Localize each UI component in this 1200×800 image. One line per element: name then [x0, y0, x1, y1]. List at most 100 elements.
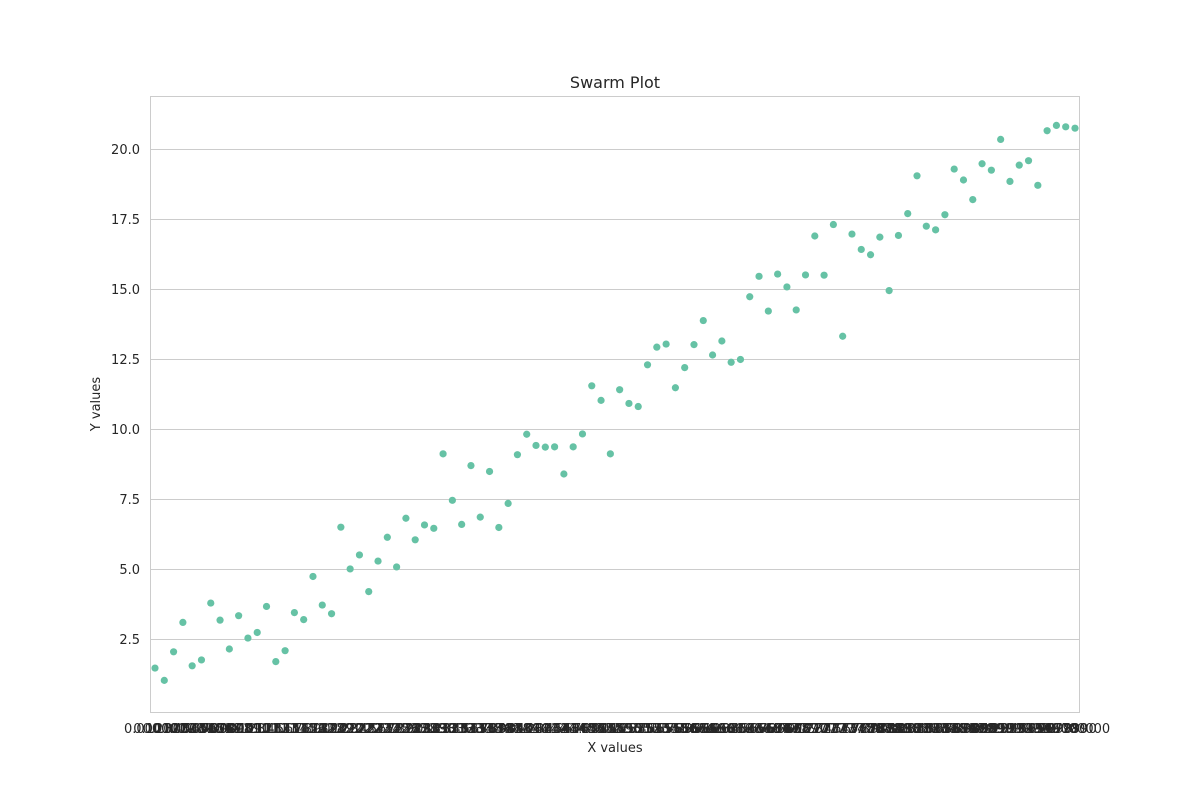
x-tick-label: 3.434343: [440, 722, 502, 737]
data-point: [792, 306, 800, 314]
data-point: [764, 307, 772, 315]
x-tick-label: 6.969697: [765, 722, 827, 737]
data-point: [318, 601, 326, 609]
x-tick-label: 4.949495: [579, 722, 641, 737]
data-point: [523, 430, 531, 438]
x-tick-label: 4.545455: [542, 722, 604, 737]
data-point: [876, 233, 884, 241]
x-tick-label: 6.868687: [756, 722, 818, 737]
x-tick-label: 1.515152: [263, 722, 325, 737]
data-point: [355, 551, 364, 559]
x-tick-label: 0.808081: [198, 722, 260, 737]
x-tick-label: 9.797980: [1025, 722, 1087, 737]
y-tick-label: 12.5: [111, 353, 140, 368]
data-point: [950, 165, 958, 173]
data-point: [634, 402, 642, 411]
x-tick-label: 8.989899: [951, 722, 1013, 737]
x-tick-label: 1.919192: [301, 722, 363, 737]
x-tick-label: 8.787879: [932, 722, 994, 737]
x-tick-label: 9.090909: [960, 722, 1022, 737]
data-point: [300, 616, 308, 624]
x-tick-label: 4.848485: [570, 722, 632, 737]
data-point: [588, 382, 596, 390]
data-point: [216, 616, 224, 624]
data-point: [207, 599, 215, 607]
data-point: [578, 430, 587, 438]
data-point: [820, 271, 828, 279]
x-tick-label: 0.707071: [189, 722, 251, 737]
x-tick-label: 0.606061: [180, 722, 242, 737]
data-point: [839, 332, 847, 340]
x-tick-label: 5.656566: [644, 722, 706, 737]
x-tick-label: 3.535354: [449, 722, 511, 737]
x-tick-label: 3.131313: [412, 722, 474, 737]
data-point: [1006, 177, 1014, 185]
x-tick-label: 4.646465: [551, 722, 613, 737]
data-point: [169, 648, 178, 656]
x-tick-label: 6.262626: [700, 722, 762, 737]
data-point: [337, 523, 345, 531]
x-axis-label: X values: [587, 741, 643, 756]
data-point: [532, 441, 540, 450]
data-point: [1015, 161, 1023, 169]
x-tick-label: 4.040404: [496, 722, 558, 737]
data-point: [811, 232, 819, 240]
x-tick-label: 7.474747: [812, 722, 874, 737]
data-point: [541, 443, 549, 451]
x-tick-label: 9.696970: [1016, 722, 1078, 737]
data-point: [197, 656, 206, 664]
x-tick-label: 7.878788: [849, 722, 911, 737]
x-tick-label: 2.121212: [319, 722, 381, 737]
x-tick-label: 7.575758: [821, 722, 883, 737]
x-tick-label: 0.404040: [161, 722, 223, 737]
data-point: [941, 211, 949, 219]
x-tick-label: 8.383838: [895, 722, 957, 737]
data-point: [411, 536, 419, 544]
data-point: [829, 220, 837, 229]
x-tick-label: 0.303030: [152, 722, 214, 737]
x-tick-label: 5.050505: [589, 722, 651, 737]
x-tick-label: 3.838384: [477, 722, 539, 737]
data-point: [448, 496, 456, 504]
x-tick-label: 1.717172: [282, 722, 344, 737]
data-point: [569, 443, 577, 451]
y-tick-label: 2.5: [119, 633, 140, 648]
data-point: [346, 565, 354, 573]
y-axis-label: Y values: [89, 377, 104, 433]
x-tick-label: 8.181818: [877, 722, 939, 737]
data-point: [932, 226, 940, 234]
x-tick-label: 7.777778: [840, 722, 902, 737]
x-tick-label: 7.979798: [858, 722, 920, 737]
grid-lines: [150, 149, 1080, 640]
data-point: [625, 399, 633, 408]
data-point: [374, 557, 382, 565]
x-tick-label: 7.373737: [802, 722, 864, 737]
x-tick-label: 3.636364: [459, 722, 521, 737]
y-tick-label: 20.0: [111, 143, 140, 158]
x-tick-label: 1.010101: [217, 722, 279, 737]
data-point: [755, 272, 763, 280]
data-point: [476, 513, 484, 521]
x-tick-label: 3.232323: [421, 722, 483, 737]
data-point: [736, 355, 745, 364]
y-tick-label: 10.0: [111, 423, 140, 438]
x-tick-label: 1.414141: [254, 722, 316, 737]
x-tick-label: 9.191919: [970, 722, 1032, 737]
x-tick-label: 8.282828: [886, 722, 948, 737]
y-tick-label: 7.5: [119, 493, 140, 508]
data-point: [1043, 127, 1051, 135]
data-point: [885, 287, 893, 295]
x-tick-label: 2.323232: [338, 722, 400, 737]
x-tick-label: 2.525253: [356, 722, 418, 737]
data-point: [309, 572, 317, 581]
x-tick-label: 7.070707: [774, 722, 836, 737]
data-point: [671, 384, 680, 392]
x-tick-label: 6.464646: [719, 722, 781, 737]
data-point: [746, 293, 754, 301]
x-tick-label: 0.909091: [208, 722, 270, 737]
data-point: [857, 245, 865, 254]
x-tick-label: 6.363636: [709, 722, 771, 737]
x-tick-label: 1.313131: [245, 722, 307, 737]
x-tick-label: 7.171717: [784, 722, 846, 737]
